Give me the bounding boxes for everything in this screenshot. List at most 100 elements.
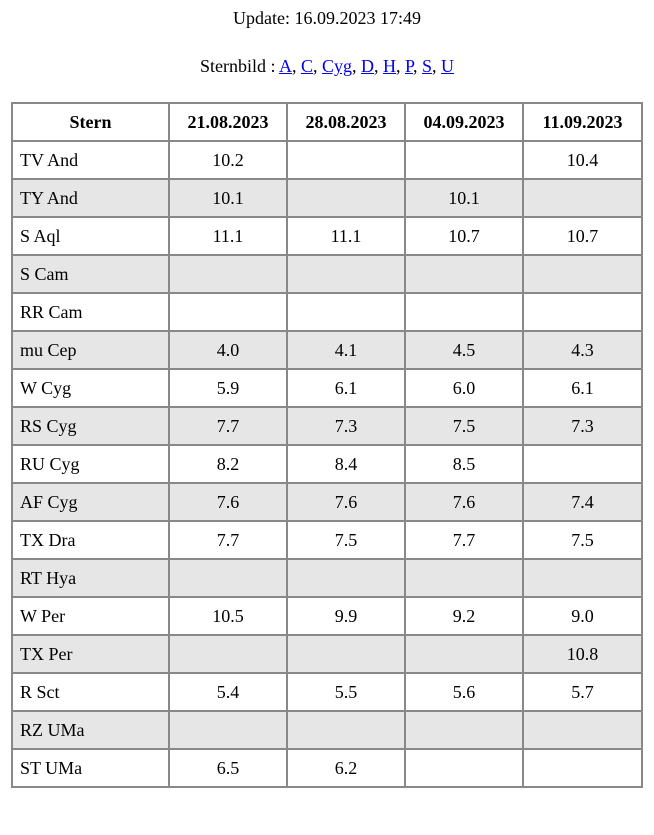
empty-cell xyxy=(404,748,524,788)
nav-link[interactable]: Cyg xyxy=(321,56,352,76)
empty-cell xyxy=(404,558,524,598)
empty-cell xyxy=(168,634,288,674)
separator: , xyxy=(396,56,405,76)
magnitude-cell: 4.0 xyxy=(168,330,288,370)
magnitude-cell: 7.4 xyxy=(522,482,643,522)
magnitude-cell: 9.0 xyxy=(522,596,643,636)
nav-link[interactable]: P xyxy=(405,56,414,76)
star-name: R Sct xyxy=(11,672,170,712)
empty-cell xyxy=(522,710,643,750)
table-row: RR Cam xyxy=(11,292,643,332)
magnitude-cell: 11.1 xyxy=(168,216,288,256)
nav-link[interactable]: U xyxy=(441,56,455,76)
magnitude-cell: 4.1 xyxy=(286,330,406,370)
star-name: TX Dra xyxy=(11,520,170,560)
magnitude-cell: 7.7 xyxy=(404,520,524,560)
update-text: Update: 16.09.2023 17:49 xyxy=(233,8,421,28)
table-row: RU Cyg 8.2 8.4 8.5 xyxy=(11,444,643,484)
magnitude-cell: 7.3 xyxy=(286,406,406,446)
magnitude-cell: 10.7 xyxy=(404,216,524,256)
magnitude-cell: 7.5 xyxy=(404,406,524,446)
empty-cell xyxy=(168,292,288,332)
star-name: W Cyg xyxy=(11,368,170,408)
separator: , xyxy=(352,56,361,76)
magnitude-cell: 10.7 xyxy=(522,216,643,256)
nav-label: Sternbild : xyxy=(199,56,276,76)
magnitude-cell: 9.2 xyxy=(404,596,524,636)
star-name: AF Cyg xyxy=(11,482,170,522)
nav-link[interactable]: A xyxy=(278,56,292,76)
table-row: TV And 10.2 10.4 xyxy=(11,140,643,180)
magnitude-cell: 4.5 xyxy=(404,330,524,370)
star-name: TY And xyxy=(11,178,170,218)
empty-cell xyxy=(522,292,643,332)
table-row: TX Dra 7.7 7.5 7.7 7.5 xyxy=(11,520,643,560)
magnitude-cell: 10.5 xyxy=(168,596,288,636)
star-name: mu Cep xyxy=(11,330,170,370)
magnitude-cell: 8.4 xyxy=(286,444,406,484)
empty-cell xyxy=(168,558,288,598)
magnitude-cell: 5.4 xyxy=(168,672,288,712)
star-name: RU Cyg xyxy=(11,444,170,484)
magnitude-cell: 7.7 xyxy=(168,406,288,446)
empty-cell xyxy=(286,634,406,674)
magnitude-cell: 7.5 xyxy=(286,520,406,560)
empty-cell xyxy=(286,710,406,750)
magnitude-cell: 5.9 xyxy=(168,368,288,408)
magnitude-cell: 9.9 xyxy=(286,596,406,636)
empty-cell xyxy=(522,748,643,788)
empty-cell xyxy=(404,140,524,180)
magnitude-cell: 10.1 xyxy=(404,178,524,218)
star-name: RT Hya xyxy=(11,558,170,598)
magnitude-cell: 7.6 xyxy=(168,482,288,522)
empty-cell xyxy=(168,710,288,750)
star-name: ST UMa xyxy=(11,748,170,788)
empty-cell xyxy=(522,254,643,294)
table-row: RT Hya xyxy=(11,558,643,598)
empty-cell xyxy=(522,178,643,218)
table-row: R Sct 5.4 5.5 5.6 5.7 xyxy=(11,672,643,712)
magnitude-cell: 6.0 xyxy=(404,368,524,408)
magnitude-cell: 8.5 xyxy=(404,444,524,484)
star-name: TX Per xyxy=(11,634,170,674)
link-list: A, C, Cyg, D, H, P, S, U xyxy=(279,56,454,76)
nav-link[interactable]: S xyxy=(422,56,433,76)
separator: , xyxy=(374,56,383,76)
table-row: RS Cyg 7.7 7.3 7.5 7.3 xyxy=(11,406,643,446)
empty-cell xyxy=(286,178,406,218)
magnitude-cell: 7.6 xyxy=(286,482,406,522)
table-row: TX Per 10.8 xyxy=(11,634,643,674)
separator: , xyxy=(432,56,442,76)
magnitude-cell: 7.6 xyxy=(404,482,524,522)
empty-cell xyxy=(522,444,643,484)
star-name: W Per xyxy=(11,596,170,636)
magnitude-cell: 10.2 xyxy=(168,140,288,180)
star-name: RS Cyg xyxy=(11,406,170,446)
magnitude-cell: 7.5 xyxy=(522,520,643,560)
table: Stern 21.08.2023 28.08.2023 04.09.2023 11.09… xyxy=(11,102,643,788)
star-name: TV And xyxy=(11,140,170,180)
magnitude-cell: 7.3 xyxy=(522,406,643,446)
column-header: 11.09.2023 xyxy=(522,102,643,142)
separator: , xyxy=(413,56,423,76)
table-row: mu Cep 4.0 4.1 4.5 4.3 xyxy=(11,330,643,370)
nav-link[interactable]: C xyxy=(300,56,313,76)
table-row: AF Cyg 7.6 7.6 7.6 7.4 xyxy=(11,482,643,522)
nav-link[interactable]: D xyxy=(361,56,374,76)
magnitude-cell: 5.5 xyxy=(286,672,406,712)
column-header: 04.09.2023 xyxy=(404,102,524,142)
table-body: TV And 10.2 10.4 TY And 10.1 10.1 S Aql 11.1 11.… xyxy=(11,140,643,788)
empty-cell xyxy=(286,254,406,294)
column-header: 28.08.2023 xyxy=(286,102,406,142)
magnitude-cell: 10.4 xyxy=(522,140,643,180)
nav-link[interactable]: H xyxy=(383,56,396,76)
magnitude-cell: 8.2 xyxy=(168,444,288,484)
magnitude-cell: 7.7 xyxy=(168,520,288,560)
table-row: S Aql 11.1 11.1 10.7 10.7 xyxy=(11,216,643,256)
magnitude-cell: 4.3 xyxy=(522,330,643,370)
magnitude-cell: 6.5 xyxy=(168,748,288,788)
nav: Sternbild : A, C, Cyg, D, H, P, S, U xyxy=(0,56,654,77)
star-name: S Aql xyxy=(11,216,170,256)
column-header: Stern xyxy=(11,102,170,142)
magnitude-cell: 6.1 xyxy=(286,368,406,408)
